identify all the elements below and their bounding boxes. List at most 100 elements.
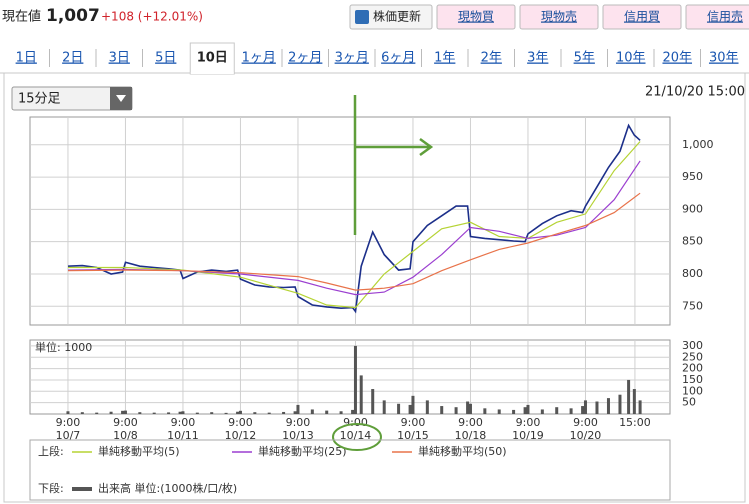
x-tick-date: 10/15 <box>397 429 429 442</box>
volume-bar <box>123 410 127 414</box>
volume-bar <box>353 345 357 414</box>
legend-entry: 単純移動平均(25) <box>258 444 347 458</box>
volume-bar <box>632 389 636 414</box>
volume-bar <box>293 411 297 414</box>
volume-bar <box>595 401 599 414</box>
volume-bar <box>66 411 70 414</box>
volume-bar <box>440 406 444 414</box>
volume-bar <box>408 404 412 414</box>
tab-label[interactable]: 30年 <box>709 51 739 66</box>
tab-label[interactable]: 6ヶ月 <box>381 51 415 66</box>
tab-label[interactable]: 2ヶ月 <box>288 51 322 66</box>
volume-bar <box>468 403 472 414</box>
x-tick-date: 10/14 <box>340 429 372 442</box>
x-tick-label: 9:00 <box>113 416 138 429</box>
plot-area <box>29 116 671 326</box>
volume-bar <box>95 412 99 414</box>
button-label: 株価更新 <box>373 9 421 24</box>
button[interactable] <box>349 4 433 30</box>
y-tick-label: 100 <box>682 384 703 397</box>
x-tick-label: 9:00 <box>286 416 311 429</box>
volume-bar <box>121 410 125 414</box>
x-tick-date: 10/8 <box>113 429 138 442</box>
period-tabs: 1日 2日 3日 5日 10日 1ヶ月 2ヶ月 3ヶ月 6ヶ月 1年 2年 3年 5年 10年 20年 30年 <box>0 42 749 75</box>
x-tick-date: 10/12 <box>225 429 257 442</box>
y-tick-label: 800 <box>682 267 703 280</box>
tab-label[interactable]: 3年 <box>527 51 548 66</box>
tab-label[interactable]: 20年 <box>662 51 692 66</box>
y-tick-label: 900 <box>682 202 703 215</box>
volume-bar <box>351 409 355 414</box>
select-arrow <box>116 95 126 102</box>
volume-bar <box>195 412 199 414</box>
tab-label: 10日 <box>197 51 228 66</box>
x-tick-date: 10/7 <box>56 429 81 442</box>
x-tick-label: 9:00 <box>228 416 253 429</box>
volume-bar <box>581 406 585 414</box>
moving-average-line <box>67 192 641 291</box>
price-change: +108 (+12.01%) <box>101 10 203 24</box>
volume-bar <box>454 407 458 414</box>
volume-bar <box>138 412 142 414</box>
y-tick-label: 750 <box>682 299 703 312</box>
tab-label[interactable]: 3ヶ月 <box>335 51 369 66</box>
x-tick-date: 10/19 <box>512 429 544 442</box>
button[interactable] <box>436 4 516 30</box>
tab-label[interactable]: 1ヶ月 <box>242 51 276 66</box>
tab-label[interactable]: 2日 <box>62 51 83 66</box>
volume-bar <box>497 409 501 414</box>
x-tick-label: 9:00 <box>343 416 368 429</box>
volume-bar <box>109 411 113 414</box>
tab-label[interactable]: 2年 <box>481 51 502 66</box>
tab-label[interactable]: 3日 <box>109 51 130 66</box>
moving-average-line <box>68 141 641 309</box>
panel-unit: 単位: 1000 <box>35 340 92 354</box>
volume-bar <box>523 407 527 414</box>
volume-bar <box>267 412 271 414</box>
tab-label[interactable]: 5年 <box>574 51 595 66</box>
volume-bar <box>282 411 286 414</box>
y-tick-label: 300 <box>682 339 703 352</box>
x-tick-label: 9:00 <box>516 416 541 429</box>
volume-bar <box>512 409 516 414</box>
price-label: 現在値 <box>2 9 41 25</box>
charts: 750 800 850 900 950 1,000 上段: 単純移動平均(5) 単純移動平均(2… <box>29 116 714 495</box>
x-tick-label: 9:00 <box>573 416 598 429</box>
x-tick-date: 10/13 <box>282 429 314 442</box>
volume-bar <box>224 412 228 414</box>
x-tick-label: 9:00 <box>56 416 81 429</box>
volume-bar <box>627 379 631 414</box>
annotation-arrow <box>353 95 434 235</box>
x-tick-label: 15:00 <box>619 416 651 429</box>
volume-bar <box>606 398 610 414</box>
y-tick-label: 250 <box>682 350 703 363</box>
tab-label[interactable]: 1年 <box>434 51 455 66</box>
interval-select[interactable]: 15分足 <box>11 86 133 111</box>
volume-bar <box>339 411 343 414</box>
button-label: 信用売 <box>707 9 743 24</box>
volume-bar <box>425 400 429 414</box>
volume-bar <box>638 400 642 414</box>
volume-bar <box>167 412 171 414</box>
x-tick-date: 10/18 <box>455 429 487 442</box>
button[interactable] <box>602 4 682 30</box>
annotation-circle <box>332 423 382 451</box>
button-bar: 株価更新 現物買 現物売 信用買 信用売 <box>349 4 749 30</box>
volume-bar <box>397 403 401 414</box>
button[interactable] <box>519 4 599 30</box>
button[interactable] <box>685 4 749 30</box>
timestamp: 21/10/20 15:00 <box>645 85 745 100</box>
volume-bar <box>555 407 559 414</box>
volume-bar <box>583 400 587 414</box>
tab-label[interactable]: 5日 <box>155 51 176 66</box>
legend-entry: 出来高 単位:(1000株/口/枚) <box>98 481 237 495</box>
x-tick-label: 9:00 <box>401 416 426 429</box>
tab-label[interactable]: 1日 <box>16 51 37 66</box>
legend-box <box>29 439 671 501</box>
tab-label[interactable]: 10年 <box>616 51 646 66</box>
volume-bar <box>382 400 386 414</box>
volume-bar <box>152 412 156 414</box>
x-tick-label: 9:00 <box>171 416 196 429</box>
volume-bar <box>238 410 242 414</box>
